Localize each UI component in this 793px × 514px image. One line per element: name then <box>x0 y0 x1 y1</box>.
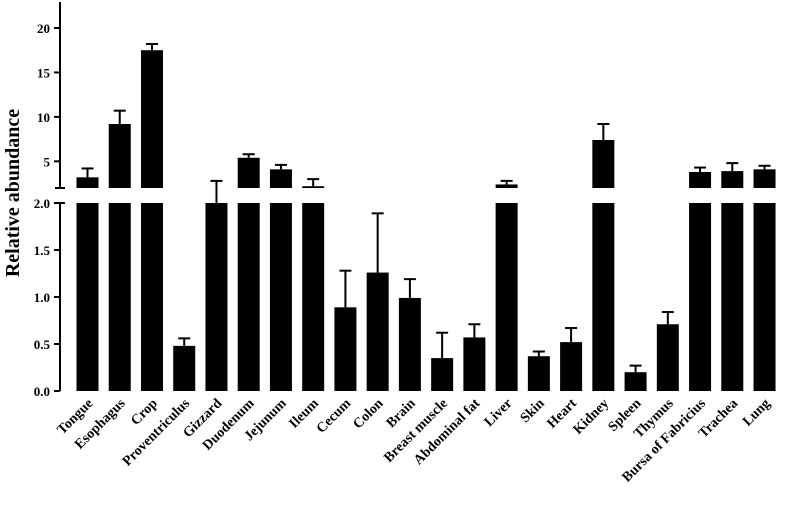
y-tick-label: 20 <box>37 21 50 36</box>
bar <box>108 203 131 391</box>
y-tick-label: 15 <box>37 65 51 80</box>
bar-upper-segment <box>108 124 131 188</box>
bar <box>334 307 357 391</box>
y-tick-label: 5 <box>44 154 51 169</box>
bar <box>753 203 776 391</box>
bar <box>689 203 712 391</box>
y-axis-title: Relative abundance <box>2 109 24 277</box>
x-tick-label: Colon <box>351 396 387 432</box>
bar <box>463 337 486 391</box>
bar <box>495 203 518 391</box>
x-tick-label: Cecum <box>314 396 355 437</box>
bar-upper-segment <box>495 184 518 188</box>
bar <box>366 272 389 391</box>
y-tick-label: 0.0 <box>34 384 50 399</box>
bar <box>76 203 99 391</box>
bar <box>624 372 647 391</box>
bar <box>592 203 615 391</box>
x-tick-label: Lung <box>740 396 773 429</box>
bar <box>269 203 292 391</box>
y-tick-label: 1.0 <box>34 290 50 305</box>
bar-upper-segment <box>721 171 744 188</box>
bar <box>431 358 454 391</box>
bar-upper-segment <box>140 50 163 188</box>
bar-upper-segment <box>76 177 99 188</box>
bar <box>140 203 163 391</box>
bar-upper-segment <box>753 169 776 188</box>
error-bars <box>81 43 771 373</box>
bar <box>656 324 679 391</box>
x-tick-label: Liver <box>482 396 516 430</box>
y-tick-label: 0.5 <box>34 337 51 352</box>
bar-upper-segment <box>302 186 325 188</box>
bar <box>560 342 583 391</box>
y-tick-label: 2.0 <box>34 196 50 211</box>
x-tick-label: Kidney <box>571 396 612 437</box>
bar-upper-segment <box>237 157 260 188</box>
x-tick-label: Skin <box>518 396 548 426</box>
bar-upper-segment <box>592 140 615 188</box>
bars <box>76 50 776 391</box>
bar <box>237 203 260 391</box>
bar <box>302 203 325 391</box>
bar <box>205 203 228 391</box>
bar <box>398 297 421 391</box>
bar-upper-segment <box>689 172 712 188</box>
bar <box>527 356 550 391</box>
bar <box>173 345 196 391</box>
y-axis: 0.0 0.5 1.0 1.5 2.0 5 10 15 20 <box>34 2 65 399</box>
bar <box>721 203 744 391</box>
bar-upper-segment <box>269 169 292 188</box>
y-tick-label: 10 <box>37 110 50 125</box>
y-tick-label: 1.5 <box>34 243 51 258</box>
